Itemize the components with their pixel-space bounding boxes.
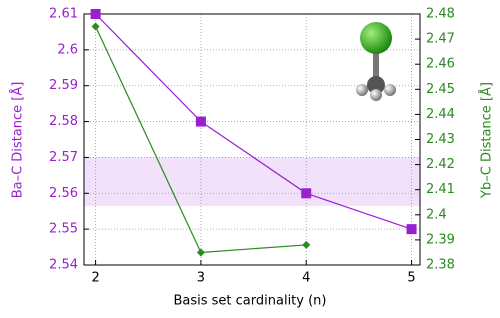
y2-tick-label: 2.44 — [426, 107, 455, 122]
atom — [360, 22, 392, 54]
y-tick-label: 2.55 — [49, 222, 78, 237]
y-tick-label: 2.59 — [49, 78, 78, 93]
shaded-band — [84, 157, 420, 205]
x-axis-label: Basis set cardinality (n) — [173, 294, 326, 309]
y-tick-label: 2.61 — [49, 7, 78, 22]
y2-tick-label: 2.39 — [426, 232, 455, 247]
y-tick-label: 2.54 — [49, 258, 78, 273]
x-tick-label: 4 — [302, 271, 310, 286]
marker — [301, 188, 311, 198]
atom — [370, 89, 382, 101]
y2-tick-label: 2.48 — [426, 7, 455, 22]
y2-tick-label: 2.4 — [426, 207, 447, 222]
atom — [356, 84, 368, 96]
chart: Basis set cardinality (n) Ba–C Distance … — [0, 0, 500, 314]
marker — [302, 241, 310, 249]
y2-tick-label: 2.47 — [426, 32, 455, 47]
x-tick-label: 5 — [407, 271, 415, 286]
y2-tick-label: 2.41 — [426, 182, 455, 197]
y2-tick-label: 2.43 — [426, 132, 455, 147]
x-tick-label: 3 — [197, 271, 205, 286]
marker — [92, 23, 100, 31]
marker — [196, 117, 206, 127]
y2-tick-label: 2.38 — [426, 258, 455, 273]
y-tick-label: 2.56 — [49, 186, 78, 201]
y2-tick-label: 2.42 — [426, 157, 455, 172]
marker — [407, 224, 417, 234]
marker — [91, 9, 101, 19]
marker — [197, 248, 205, 256]
y-tick-label: 2.57 — [49, 150, 78, 165]
bond — [373, 50, 379, 80]
y-tick-label: 2.6 — [57, 42, 78, 57]
y-tick-label: 2.58 — [49, 114, 78, 129]
y2-tick-label: 2.45 — [426, 82, 455, 97]
x-tick-label: 2 — [91, 271, 99, 286]
y2-tick-label: 2.46 — [426, 57, 455, 72]
molecule-icon — [356, 22, 396, 101]
atom — [384, 84, 396, 96]
y-axis-label: Ba–C Distance [Å] — [10, 82, 26, 199]
y2-axis-label: Yb–C Distance [Å] — [479, 82, 495, 199]
